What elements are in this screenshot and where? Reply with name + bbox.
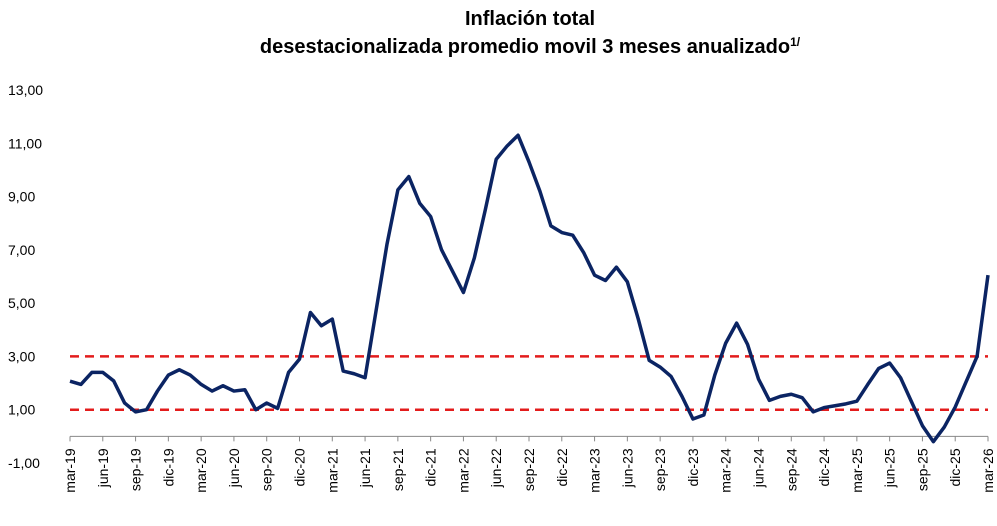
x-tick-label: mar-20: [193, 448, 209, 493]
x-tick-label: jun-22: [488, 448, 504, 488]
y-tick-label: 7,00: [8, 242, 35, 258]
chart-subtitle: desestacionalizada promedio movil 3 mese…: [260, 36, 790, 58]
line-series: [69, 133, 990, 444]
y-tick-label: 9,00: [8, 189, 35, 205]
x-tick-label: dic-19: [160, 448, 176, 486]
x-tick-label: jun-25: [882, 448, 898, 488]
x-tick-label: jun-23: [619, 448, 635, 488]
y-tick-label: 1,00: [8, 402, 35, 418]
x-tick-label: mar-24: [718, 448, 734, 493]
x-tick-label: mar-25: [849, 448, 865, 493]
x-tick-label: dic-24: [816, 448, 832, 486]
x-tick-label: dic-25: [947, 448, 963, 486]
x-tick-label: sep-25: [914, 448, 930, 491]
title-note: 1/: [790, 35, 801, 49]
x-tick-label: mar-23: [587, 448, 603, 493]
x-tick-label: mar-26: [980, 448, 996, 493]
y-tick-label: -1,00: [8, 455, 40, 471]
x-tick-label: sep-24: [783, 448, 799, 491]
y-tick-label: 5,00: [8, 295, 35, 311]
x-tick-label: sep-22: [521, 448, 537, 491]
x-tick-label: jun-24: [751, 448, 767, 488]
y-tick-label: 3,00: [8, 348, 35, 364]
chart-title: Inflación total: [465, 8, 595, 30]
x-tick-label: jun-21: [357, 448, 373, 488]
x-tick-label: sep-23: [652, 448, 668, 491]
y-tick-label: 13,00: [8, 82, 43, 98]
x-tick-label: jun-20: [226, 448, 242, 488]
chart-subtitle-line: desestacionalizada promedio movil 3 mese…: [260, 35, 801, 58]
x-tick-label: sep-20: [259, 448, 275, 491]
x-tick-label: dic-20: [292, 448, 308, 486]
x-tick-label: dic-23: [685, 448, 701, 486]
x-tick-label: dic-21: [423, 448, 439, 486]
x-tick-label: mar-19: [62, 448, 78, 493]
x-tick-label: sep-19: [128, 448, 144, 491]
x-tick-label: mar-21: [324, 448, 340, 493]
x-tick-label: sep-21: [390, 448, 406, 491]
x-tick-label: dic-22: [554, 448, 570, 486]
y-tick-label: 11,00: [8, 135, 42, 151]
x-tick-label: jun-19: [95, 448, 111, 488]
x-tick-label: mar-22: [455, 448, 471, 493]
